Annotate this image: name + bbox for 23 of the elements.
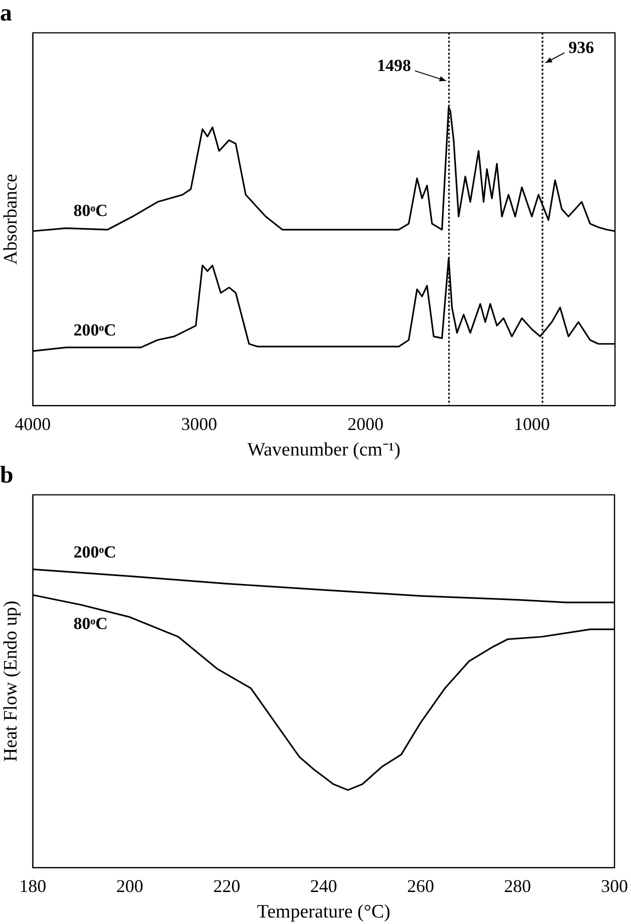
series-label: 80ᵒC — [74, 614, 108, 633]
x-axis-title: Wavenumber (cm⁻¹) — [247, 440, 400, 461]
ref-line-label: 936 — [568, 38, 594, 58]
x-tick-label: 2000 — [347, 414, 384, 434]
x-tick-label: 4000 — [14, 414, 51, 434]
series-label: 200ᵒC — [74, 542, 116, 562]
x-tick-label: 180 — [19, 876, 46, 896]
series-label: 80ᵒC — [74, 201, 108, 220]
x-tick-label: 3000 — [181, 414, 218, 434]
x-tick-label: 260 — [407, 876, 434, 896]
chart-title: a — [0, 0, 12, 27]
series-label: 200ᵒC — [74, 320, 116, 340]
y-axis-title: Heat Flow (Endo up) — [0, 600, 22, 762]
x-tick-label: 300 — [601, 876, 628, 896]
ref-line-label: 1498 — [376, 56, 411, 76]
x-tick-label: 280 — [504, 876, 532, 896]
y-axis-title: Absorbance — [0, 174, 22, 265]
x-tick-label: 220 — [213, 876, 240, 896]
x-tick-label: 200 — [116, 876, 144, 896]
chart-title: b — [0, 462, 14, 489]
x-tick-label: 1000 — [514, 414, 550, 434]
x-tick-label: 240 — [310, 876, 338, 896]
x-axis-title: Temperature (°C) — [256, 902, 390, 923]
